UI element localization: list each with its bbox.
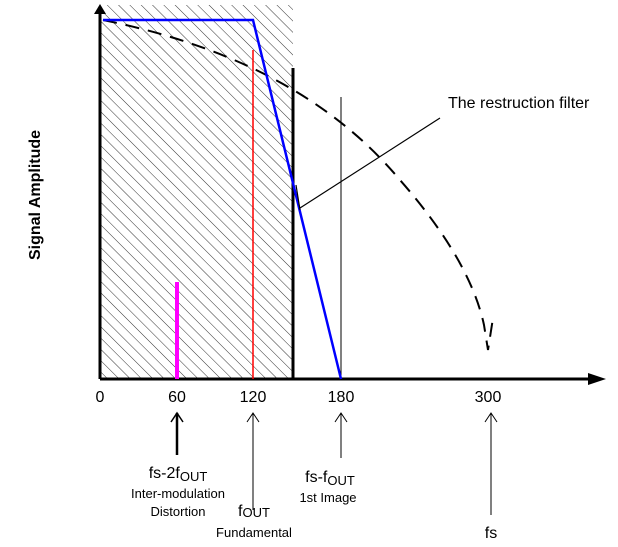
distortion-desc2: Distortion (151, 504, 206, 519)
marker-arrows (170, 411, 498, 515)
image-desc: 1st Image (299, 490, 356, 505)
y-axis-arrow-icon (94, 4, 106, 14)
fundamental-desc: Fundamental (216, 525, 292, 540)
sinc-envelope (102, 19, 494, 351)
fundamental-label: fOUT (238, 503, 270, 520)
x-tick: 180 (328, 389, 355, 406)
annotation-label: The restruction filter (448, 95, 590, 112)
x-tick: 120 (240, 389, 267, 406)
x-tick: 300 (475, 389, 502, 406)
hatched-region (100, 5, 293, 379)
x-tick: 60 (168, 389, 186, 406)
annotation-tick (295, 184, 301, 211)
reconstruction-filter-curve (103, 18, 343, 380)
x-axis-arrow-icon (588, 373, 606, 385)
distortion-label: fs-2fOUT (149, 465, 208, 484)
x-tick: 0 (96, 389, 105, 406)
y-axis-label: Signal Amplitude (27, 130, 44, 260)
distortion-desc: Inter-modulation (131, 486, 225, 501)
image-label: fs-fOUT (305, 469, 355, 488)
annotation-leader (299, 117, 441, 209)
fs-label: fs (485, 525, 497, 542)
